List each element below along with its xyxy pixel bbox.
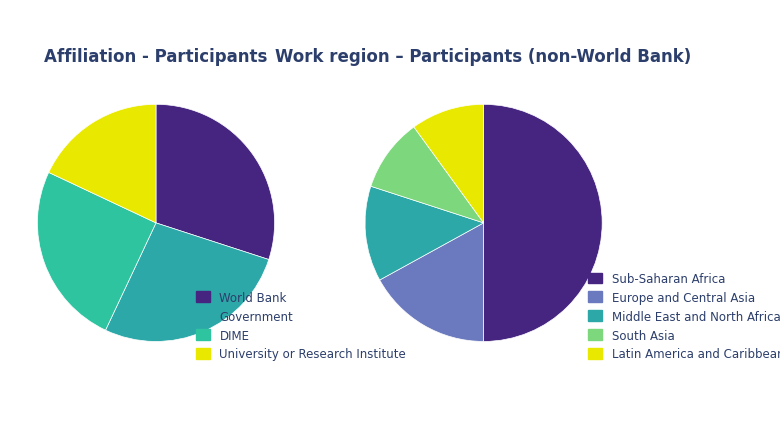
Wedge shape [48, 105, 156, 223]
Title: Work region – Participants (non-World Bank): Work region – Participants (non-World Ba… [275, 48, 692, 66]
Wedge shape [484, 105, 602, 342]
Wedge shape [380, 223, 484, 342]
Wedge shape [37, 173, 156, 330]
Wedge shape [370, 128, 484, 223]
Wedge shape [156, 105, 275, 260]
Legend: World Bank, Government, DIME, University or Research Institute: World Bank, Government, DIME, University… [191, 286, 411, 365]
Wedge shape [365, 187, 484, 280]
Legend: Sub-Saharan Africa, Europe and Central Asia, Middle East and North Africa, South: Sub-Saharan Africa, Europe and Central A… [583, 268, 780, 365]
Wedge shape [105, 223, 269, 342]
Title: Affiliation - Participants: Affiliation - Participants [44, 48, 268, 66]
Wedge shape [414, 105, 484, 223]
